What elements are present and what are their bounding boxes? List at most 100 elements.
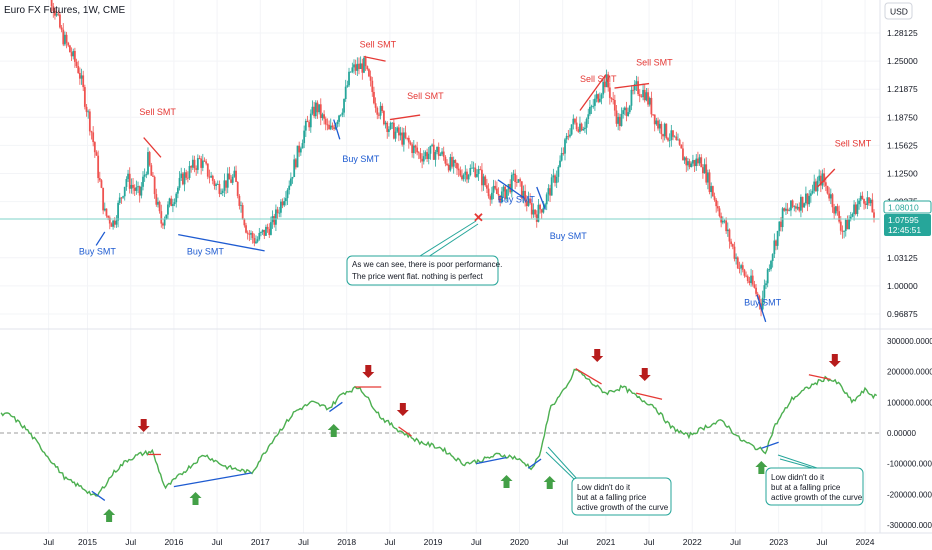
candle-body (280, 201, 282, 213)
candle-body (608, 87, 611, 98)
candle-body (356, 63, 359, 71)
candle-body (341, 112, 344, 115)
candle-body (140, 186, 143, 196)
candle-body (369, 76, 372, 81)
candle-body (206, 163, 209, 177)
candle-body (464, 171, 467, 175)
smt-line (143, 137, 162, 158)
sell-smt-label: Sell SMT (139, 107, 176, 117)
candle-body (763, 285, 766, 298)
currency-button[interactable] (884, 2, 913, 20)
candle-body (869, 199, 872, 204)
candle-body (77, 66, 80, 73)
candle-body (72, 50, 75, 57)
candle-body (603, 81, 606, 88)
candle-body (836, 206, 839, 212)
candle-body (871, 199, 874, 213)
candle-body (268, 228, 271, 235)
candle-body (173, 202, 176, 205)
candle-body (250, 232, 252, 235)
candle-body (469, 168, 472, 176)
candle-body (715, 199, 718, 207)
candle-body (813, 181, 816, 191)
candle-body (663, 123, 666, 137)
candle-body (512, 173, 515, 175)
time-axis-labels[interactable]: Jul 2015 Jul 2016 Jul 2017 Jul 2018 Jul 2019 Jul 20… (43, 537, 875, 547)
candle-body (849, 216, 852, 220)
candle-body (783, 208, 786, 211)
candle-body (67, 42, 70, 46)
candle-body (545, 194, 548, 205)
smt-line (756, 294, 767, 323)
candle-body (575, 122, 578, 130)
candle-body (97, 155, 100, 179)
note-line-2: The price went flat. nothing is perfect (352, 272, 484, 281)
candle-body (693, 160, 696, 167)
up-arrow-icon (189, 492, 202, 505)
candle-body (138, 186, 141, 196)
candle-body (402, 132, 405, 145)
candle-body (273, 216, 276, 225)
candle-body (701, 167, 704, 174)
down-arrow-icon (396, 403, 409, 416)
candle-body (231, 176, 234, 183)
down-arrow-icon (828, 354, 841, 367)
time-tick-label: 2016 (164, 537, 183, 547)
price-axis-labels[interactable]: 1.28125 1.25000 1.21875 1.18750 1.15625 1.125… (887, 28, 918, 319)
time-tick-label: Jul (557, 537, 568, 547)
candle-body (364, 57, 367, 67)
candle-body (446, 163, 448, 165)
candle-body (319, 104, 322, 119)
indicator-divergence-line (398, 426, 412, 437)
candle-body (90, 131, 93, 133)
candle-body (743, 269, 746, 276)
candle-body (54, 10, 56, 16)
candle-body (806, 193, 809, 205)
candle-body (833, 207, 836, 214)
callout-1-line-3: active growth of the curve (577, 503, 669, 512)
candle-body (432, 144, 435, 160)
candle-body (452, 160, 455, 167)
candle-body (223, 180, 226, 191)
candle-body (318, 104, 321, 113)
candle-body (353, 64, 355, 68)
candle-body (527, 198, 530, 207)
smt-line (178, 234, 265, 252)
candle-body (800, 196, 802, 211)
candle-body (564, 139, 566, 154)
candle-body (387, 129, 390, 132)
candle-body (122, 196, 124, 198)
candle-body (416, 147, 419, 153)
candle-body (118, 197, 121, 203)
candle-body (180, 173, 183, 178)
indicator-divergence-line (476, 456, 507, 465)
candle-body (738, 268, 741, 270)
candle-body (479, 169, 482, 171)
candle-body (278, 212, 281, 214)
smt-line (579, 74, 607, 111)
candle-body (766, 269, 769, 284)
indicator-tick-label: 200000.00000 (887, 368, 932, 377)
candle-body (519, 179, 522, 182)
candle-body (627, 112, 630, 116)
sell-smt-label: Sell SMT (636, 58, 673, 68)
indicator-axis-labels[interactable]: 300000.00000 200000.00000 100000.00000 0.00… (887, 337, 932, 530)
candle-body (630, 89, 633, 106)
candle-body (245, 225, 247, 233)
candle-body (185, 172, 188, 178)
candle-body (814, 181, 817, 192)
candle-body (211, 175, 214, 181)
candle-body (670, 130, 673, 141)
candle-body (618, 116, 621, 127)
candle-body (524, 190, 527, 202)
candle-body (201, 160, 204, 168)
candle-body (439, 154, 442, 156)
candle-body (447, 164, 450, 171)
candle-body (198, 158, 201, 159)
candle-body (859, 195, 862, 201)
candle-body (547, 188, 550, 195)
candle-body (542, 207, 545, 213)
candle-body (125, 178, 128, 187)
candle-body (623, 107, 626, 111)
candle-body (589, 106, 591, 115)
